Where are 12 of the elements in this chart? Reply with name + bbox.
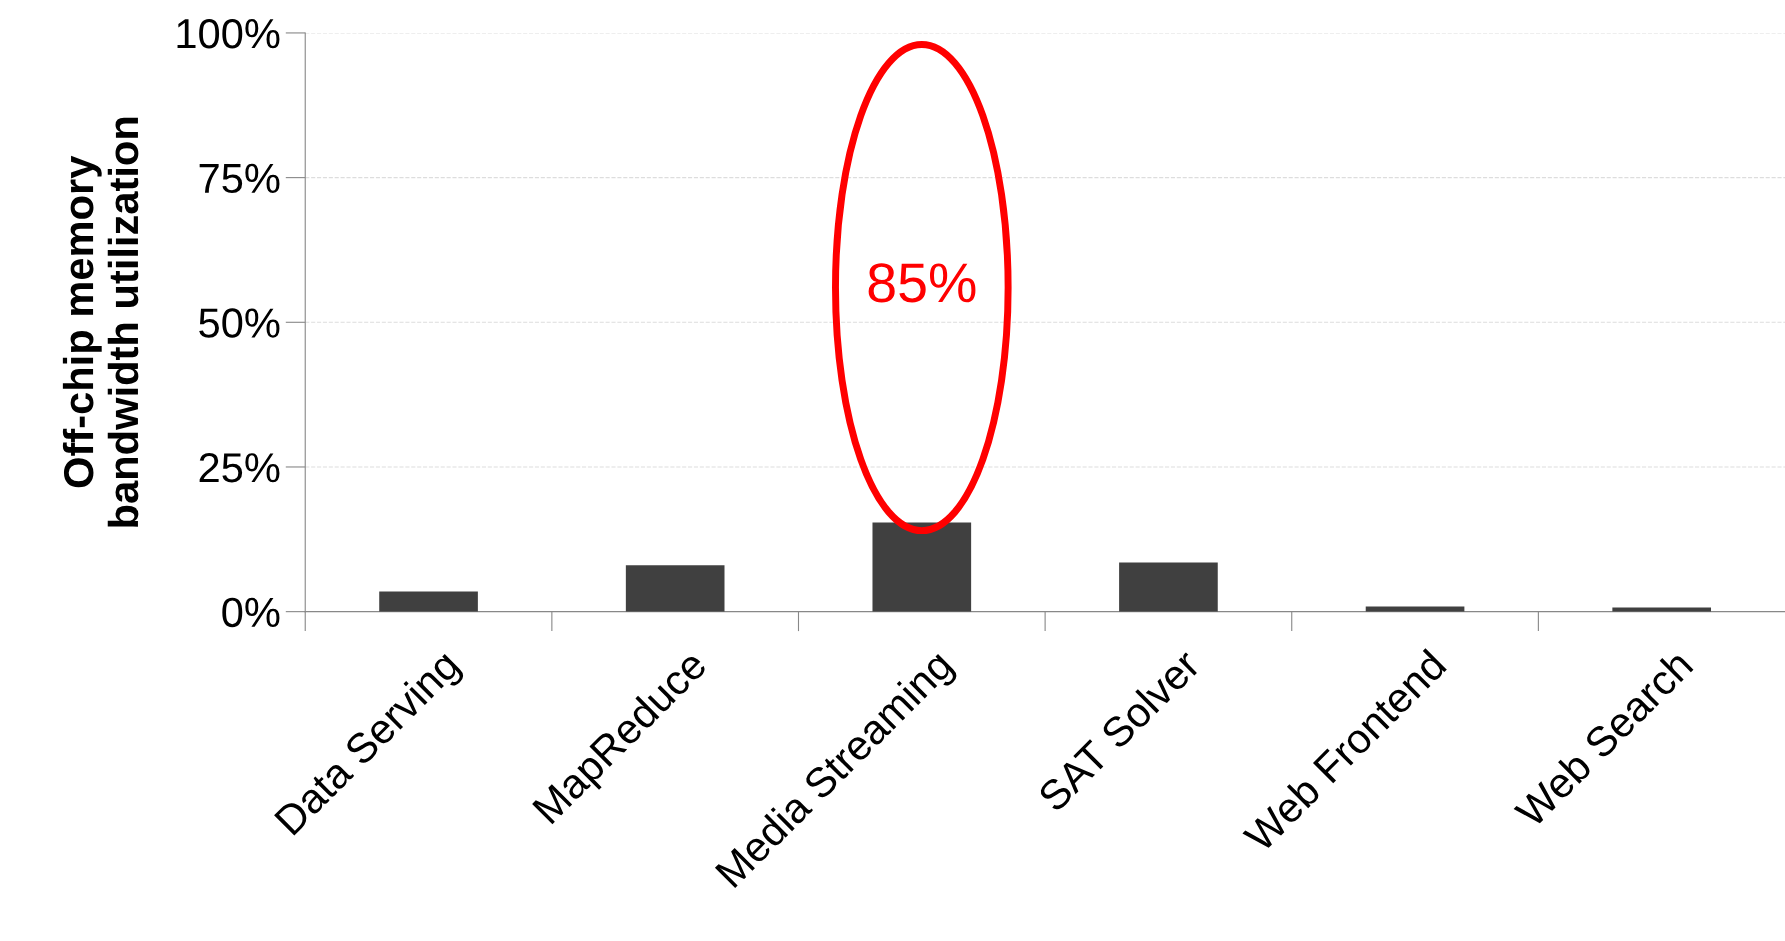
- annotation: 85%: [868, 263, 976, 303]
- bar: [1119, 562, 1218, 612]
- y-tick-label: 100%: [177, 18, 280, 49]
- y-axis-title: Off-chip memory bandwidth utilization: [62, 117, 139, 527]
- y-tick-label: 50%: [199, 308, 280, 338]
- bar: [625, 565, 725, 612]
- bar: [872, 522, 972, 612]
- y-tick-label: 0%: [222, 597, 280, 628]
- y-tick-label: 25%: [199, 452, 280, 483]
- y-tick-label: 75%: [199, 163, 280, 194]
- bar: [1365, 606, 1465, 612]
- bar: [379, 591, 478, 612]
